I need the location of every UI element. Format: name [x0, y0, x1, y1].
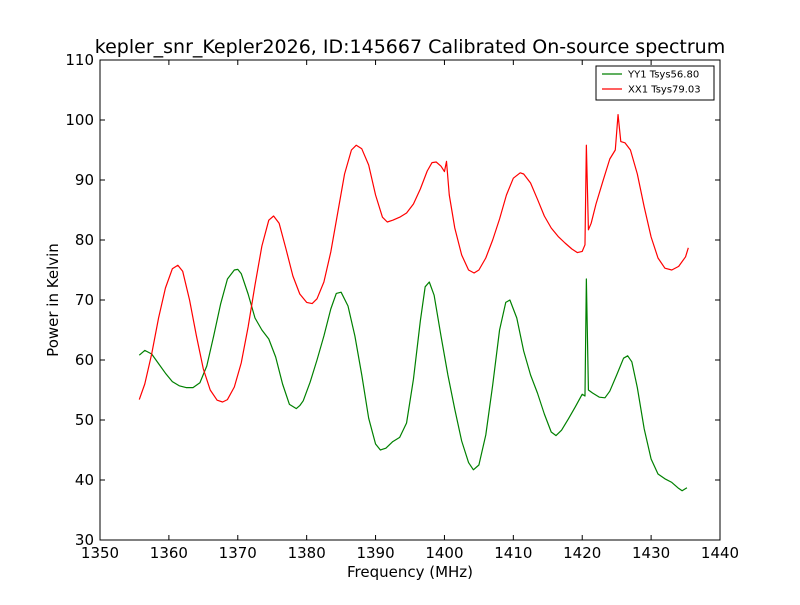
- y-tick-label: 70: [75, 291, 94, 309]
- x-tick-label: 1440: [701, 544, 739, 562]
- x-tick-label: 1380: [288, 544, 326, 562]
- y-tick-label: 60: [75, 351, 94, 369]
- legend: YY1 Tsys56.80 XX1 Tsys79.03: [595, 65, 715, 101]
- y-axis-label: Power in Kelvin: [44, 243, 62, 357]
- x-tick-label: 1360: [150, 544, 188, 562]
- series-line-yy1: [138, 268, 688, 492]
- x-tick-label: 1410: [494, 544, 532, 562]
- series-line-xx1: [138, 113, 689, 403]
- plot-frame: [99, 59, 721, 541]
- series-layer: [138, 113, 689, 492]
- legend-label-xx1: XX1 Tsys79.03: [628, 85, 701, 96]
- x-axis-label: Frequency (MHz): [347, 563, 473, 581]
- y-tick-label: 90: [75, 171, 94, 189]
- y-tick-label: 80: [75, 231, 94, 249]
- y-tick-label: 40: [75, 471, 94, 489]
- x-tick-label: 1370: [219, 544, 257, 562]
- chart-title: kepler_snr_Kepler2026, ID:145667 Calibra…: [95, 36, 725, 58]
- plot-area: [100, 60, 720, 540]
- x-tick-label: 1350: [81, 544, 119, 562]
- x-tick-label: 1390: [356, 544, 394, 562]
- x-tick-label: 1400: [425, 544, 463, 562]
- y-tick-label: 50: [75, 411, 94, 429]
- y-tick-label: 30: [75, 531, 94, 549]
- legend-label-yy1: YY1 Tsys56.80: [627, 70, 699, 81]
- x-tick-label: 1430: [632, 544, 670, 562]
- y-tick-label: 110: [65, 51, 94, 69]
- y-tick-label: 100: [65, 111, 94, 129]
- axis-ticks: 1350 1360 1370 1380 1390 1400 1410 1420 1430 1440…: [65, 51, 739, 562]
- x-tick-label: 1420: [563, 544, 601, 562]
- legend-box: [595, 65, 715, 101]
